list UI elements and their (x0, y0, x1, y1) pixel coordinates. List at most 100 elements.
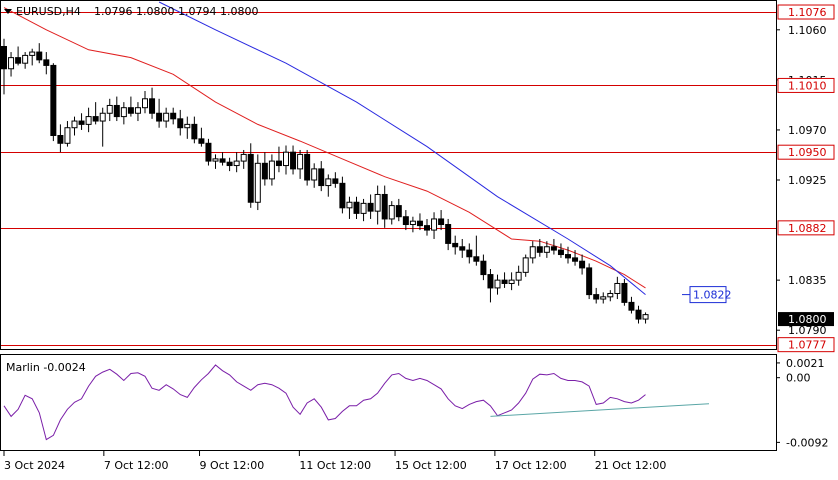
candle-bear (628, 301, 635, 311)
indicator-panel (0, 354, 777, 451)
level-badge-label: 1.0777 (788, 339, 827, 352)
time-tick-label: 11 Oct 12:00 (299, 459, 371, 472)
symbol-label: EURUSD,H4 (16, 5, 81, 18)
blue-value-box (689, 286, 727, 304)
candle-bear (501, 279, 508, 284)
indicator-tick-label: 0.0021 (786, 357, 825, 370)
blue-value-label: 1.0822 (693, 289, 732, 302)
candle-bull (268, 160, 275, 180)
candle-bull (22, 54, 29, 64)
candle-bull (120, 107, 127, 118)
time-axis: 3 Oct 2024 7 Oct 12:00 9 Oct 12:00 11 Oct 1… (3, 451, 666, 472)
candle-bear (156, 112, 163, 122)
candle-bear (565, 254, 571, 259)
marlin-trendline[interactable] (490, 403, 710, 417)
candle-bear (127, 107, 134, 114)
level-badge (777, 77, 835, 93)
candle-bear (290, 151, 297, 170)
candle-bear (593, 294, 600, 300)
candle-bull (600, 296, 607, 300)
candle-bull (374, 193, 381, 212)
candle-bear (353, 201, 360, 214)
candle-bull (431, 218, 438, 231)
indicator-tick-label: 0.00 (786, 372, 811, 385)
candle-bull (297, 153, 304, 170)
candle-bear (438, 218, 445, 226)
ohlc-values: 1.0796 1.0800 1.0794 1.0800 (94, 5, 258, 18)
candle-bull (283, 151, 289, 167)
candle-bull (346, 201, 353, 209)
candle-bull (233, 160, 240, 167)
candle-bull (85, 116, 92, 125)
candle-bear (445, 224, 452, 244)
candle-bear (557, 249, 564, 256)
candle-bear (332, 178, 339, 184)
level-badge-label: 1.0950 (788, 146, 827, 159)
price-axis: 1.10601.10151.09701.09251.08351.07901.10… (682, 4, 835, 353)
candle-bear (572, 257, 579, 262)
candle-bull (142, 98, 148, 109)
candle-bear (395, 205, 402, 218)
candle-bear (402, 216, 409, 226)
candle-bear (261, 162, 268, 180)
candle-bull (311, 168, 318, 181)
candle-bull (64, 127, 71, 144)
candle-bull (134, 107, 141, 114)
candle-bull (240, 153, 247, 162)
candle-bear (466, 249, 473, 258)
current-price-badge (778, 312, 834, 327)
price-tick-label: 1.0835 (788, 274, 827, 287)
candle-bull (388, 205, 395, 220)
candle-bull (614, 282, 621, 294)
candle-bull (543, 246, 550, 253)
candle-bear (480, 260, 487, 276)
price-panel (0, 0, 777, 350)
candle-bear (219, 158, 226, 163)
candle-bear (452, 242, 459, 248)
price-tick-label: 1.0925 (788, 174, 827, 187)
candle-bear (170, 112, 177, 120)
marlin-indicator: 0.0021 0.00 -0.0092 (3, 357, 828, 449)
collapse-triangle-icon[interactable] (4, 9, 12, 14)
candle-bull (529, 246, 536, 259)
level-badge (777, 144, 835, 160)
candle-bull (29, 51, 36, 56)
candle-bull (212, 158, 219, 162)
candle-bull (508, 279, 515, 284)
candle-bear (304, 153, 311, 181)
candle-bear (226, 161, 233, 167)
marlin-line (3, 364, 646, 441)
candle-bear (205, 142, 212, 162)
price-tick-label: 1.0970 (788, 124, 827, 137)
candle-bear (198, 138, 205, 144)
candle-bull (494, 279, 501, 289)
indicator-tick-label: -0.0092 (786, 436, 828, 449)
candle-bear (191, 123, 198, 140)
candle-bear (621, 282, 628, 303)
candle-bear (550, 246, 557, 251)
candle-bear (318, 168, 325, 187)
candle-bull (184, 123, 191, 129)
candle-bear (424, 225, 430, 231)
candle-bear (275, 160, 282, 167)
candle-bear (635, 309, 642, 320)
candle-bear (247, 153, 254, 203)
price-tick-label: 1.0790 (788, 324, 827, 337)
candle-bear (177, 118, 184, 129)
candle-bull (106, 104, 113, 114)
candle-bull (8, 57, 15, 70)
candle-bull (360, 202, 367, 214)
level-badge-label: 1.1010 (788, 79, 827, 92)
level-badge (777, 220, 835, 236)
candle-bear (1, 46, 7, 70)
candle-bear (113, 104, 120, 118)
candle-bull (515, 271, 522, 281)
candle-bull (409, 220, 416, 226)
indicator-label: Marlin -0.0024 (6, 361, 86, 374)
level-badge-label: 1.1076 (788, 6, 827, 19)
candle-bear (15, 57, 22, 64)
candle-bull (99, 112, 106, 122)
price-tick-label: 1.1060 (788, 24, 827, 37)
